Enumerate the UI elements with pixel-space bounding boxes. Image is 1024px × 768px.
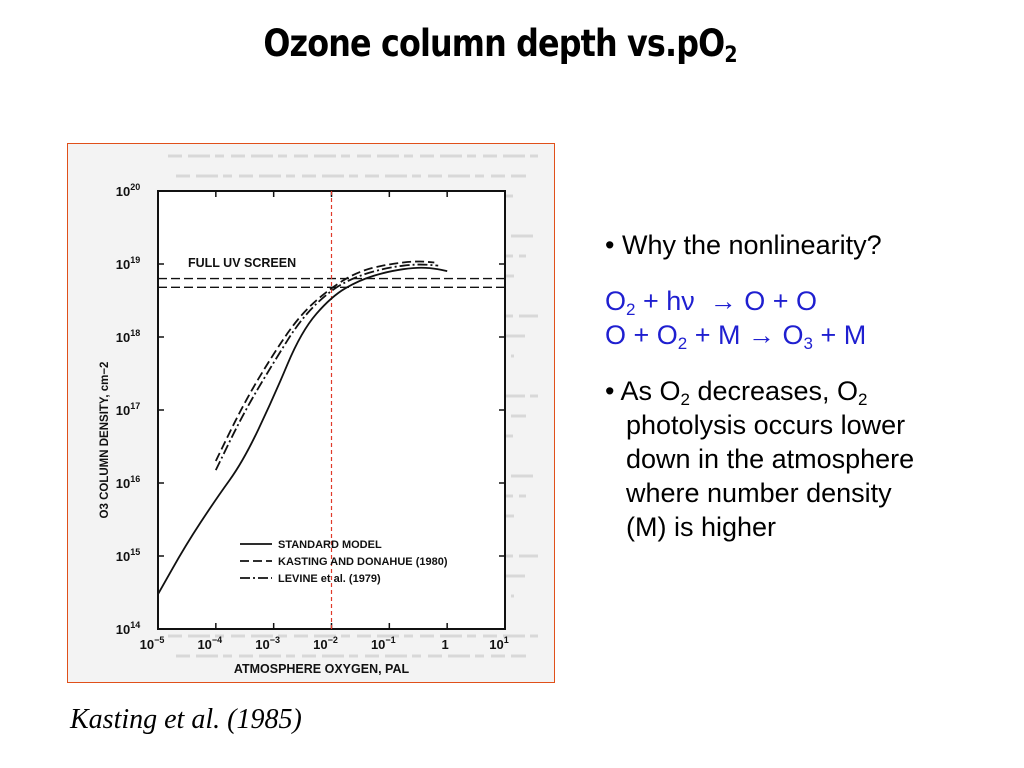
bullet-list: • Why the nonlinearity? O2 + hν → O + O … — [605, 228, 1015, 544]
legend-label: KASTING AND DONAHUE (1980) — [278, 556, 448, 568]
ozone-chart: 10−5 10−4 10−3 10−2 10−1 1 1011014101510161017… — [99, 154, 538, 676]
x-tick-exponent: −2 — [328, 635, 338, 645]
y-tick-exponent: 20 — [130, 182, 140, 192]
x-tick-label: 101 — [489, 635, 508, 652]
series-line-dashed — [214, 260, 435, 462]
y-tick-label: 1017 — [116, 401, 140, 418]
y-tick-exponent: 19 — [130, 255, 140, 265]
y-tick-label: 1016 — [116, 474, 140, 491]
y-tick-label: 1015 — [116, 547, 140, 564]
x-tick-label: 10−4 — [197, 635, 222, 652]
x-tick-label: 10−5 — [140, 635, 165, 652]
reaction-ozone-formation: O + O2 + M → O3 + M — [605, 320, 867, 353]
title-text: Ozone column depth vs.pO — [263, 22, 725, 65]
x-tick-exponent: −5 — [154, 635, 164, 645]
y-axis-label: O3 COLUMN DENSITY, cm−2 — [99, 362, 111, 519]
slide-title: Ozone column depth vs.pO2 — [70, 22, 930, 68]
y-tick-exponent: 15 — [130, 547, 140, 557]
reaction-photolysis: O2 + hν → O + O — [605, 286, 818, 319]
bullet-line-3: down in the atmosphere — [626, 444, 915, 474]
figure-caption: Kasting et al. (1985) — [70, 704, 302, 735]
legend-label: STANDARD MODEL — [278, 539, 382, 551]
figure-frame: 10−5 10−4 10−3 10−2 10−1 1 101 1014 1015 1016 1017… — [67, 143, 555, 683]
y-tick-label: 1020 — [116, 182, 140, 199]
bullet-line-5: (M) is higher — [626, 512, 777, 542]
y-tick-exponent: 14 — [130, 620, 140, 630]
series-line-dashdot — [214, 263, 439, 471]
legend-label: LEVINE et al. (1979) — [278, 573, 381, 585]
y-tick-label: 1019 — [116, 255, 140, 272]
title-subscript: 2 — [724, 43, 737, 68]
x-tick-exponent: −4 — [212, 635, 222, 645]
bullet-line-2: photolysis occurs lower — [626, 410, 906, 440]
full-uv-screen-label: FULL UV SCREEN — [188, 256, 296, 270]
bullet-why-nonlinearity: • Why the nonlinearity? — [605, 230, 882, 260]
y-tick-exponent: 17 — [130, 401, 140, 411]
y-tick-exponent: 18 — [130, 328, 140, 338]
x-tick-exponent: −3 — [270, 635, 280, 645]
bullet-line-4: where number density — [626, 478, 892, 508]
y-tick-label: 1014 — [116, 620, 140, 637]
y-tick-exponent: 16 — [130, 474, 140, 484]
x-tick-label: 10−2 — [313, 635, 338, 652]
x-axis-label: ATMOSPHERE OXYGEN, PAL — [234, 662, 410, 676]
series-line-solid — [157, 266, 448, 595]
x-tick-label: 10−3 — [255, 635, 280, 652]
y-tick-label: 1018 — [116, 328, 140, 345]
x-tick-exponent: −1 — [385, 635, 395, 645]
bullet-o2-decreases: • As O2 decreases, O2 — [605, 376, 868, 409]
x-tick-exponent: 1 — [504, 635, 509, 645]
x-tick-label: 10−1 — [371, 635, 396, 652]
x-tick-label: 1 — [442, 637, 449, 652]
